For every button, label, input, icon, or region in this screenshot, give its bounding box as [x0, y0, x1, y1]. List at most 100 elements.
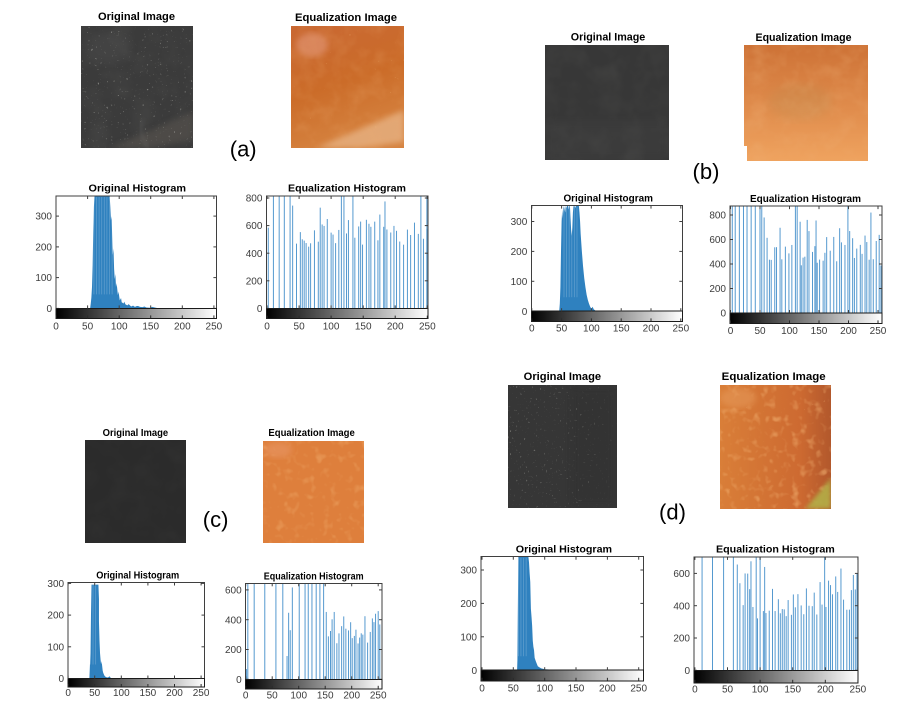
svg-text:300: 300 [460, 566, 477, 577]
svg-text:400: 400 [709, 260, 726, 271]
svg-text:50: 50 [89, 688, 101, 699]
svg-text:200: 200 [35, 243, 52, 254]
svg-text:200: 200 [817, 684, 834, 695]
svg-text:50: 50 [722, 684, 734, 695]
svg-text:Original Image: Original Image [524, 371, 602, 383]
svg-text:Equalization Histogram: Equalization Histogram [264, 570, 364, 582]
svg-text:150: 150 [140, 688, 157, 699]
svg-text:0: 0 [236, 675, 242, 686]
svg-text:0: 0 [728, 326, 734, 337]
svg-text:0: 0 [257, 304, 263, 315]
svg-text:600: 600 [225, 586, 242, 597]
svg-text:Original Image: Original Image [98, 11, 175, 23]
svg-text:0: 0 [692, 684, 698, 695]
svg-text:100: 100 [511, 277, 528, 288]
svg-text:400: 400 [673, 601, 690, 612]
svg-text:Equalization Image: Equalization Image [756, 32, 852, 44]
svg-text:50: 50 [508, 683, 520, 694]
svg-text:Original Image: Original Image [103, 428, 169, 439]
svg-text:600: 600 [673, 569, 690, 580]
svg-text:600: 600 [246, 221, 263, 232]
svg-text:0: 0 [65, 688, 71, 699]
svg-text:200: 200 [840, 326, 857, 337]
svg-text:0: 0 [46, 304, 52, 315]
svg-text:(d): (d) [659, 500, 686, 525]
svg-text:250: 250 [630, 683, 647, 694]
svg-text:0: 0 [720, 309, 726, 320]
svg-text:250: 250 [850, 684, 867, 695]
svg-text:150: 150 [784, 684, 801, 695]
svg-text:200: 200 [174, 322, 191, 333]
svg-text:100: 100 [781, 326, 798, 337]
svg-text:250: 250 [672, 324, 689, 335]
svg-text:0: 0 [529, 324, 535, 335]
svg-text:200: 200 [166, 688, 183, 699]
svg-text:50: 50 [267, 690, 279, 701]
svg-text:Original Histogram: Original Histogram [96, 570, 179, 582]
svg-text:50: 50 [82, 322, 94, 333]
svg-text:100: 100 [113, 688, 130, 699]
svg-text:Original Image: Original Image [571, 32, 646, 44]
svg-text:150: 150 [317, 690, 334, 701]
svg-text:100: 100 [35, 273, 52, 284]
svg-text:Equalization Histogram: Equalization Histogram [288, 183, 406, 195]
svg-text:0: 0 [471, 666, 477, 677]
svg-text:0: 0 [684, 666, 690, 677]
svg-text:(c): (c) [203, 507, 229, 532]
svg-text:0: 0 [53, 322, 59, 333]
svg-text:150: 150 [811, 326, 828, 337]
svg-text:100: 100 [47, 642, 64, 653]
svg-text:50: 50 [294, 322, 306, 333]
svg-text:200: 200 [460, 599, 477, 610]
svg-text:100: 100 [536, 683, 553, 694]
svg-text:400: 400 [246, 249, 263, 260]
svg-text:100: 100 [752, 684, 769, 695]
svg-text:0: 0 [59, 674, 65, 685]
svg-text:200: 200 [343, 690, 360, 701]
svg-text:300: 300 [47, 579, 64, 590]
svg-text:250: 250 [419, 322, 436, 333]
svg-text:150: 150 [142, 322, 159, 333]
svg-text:Original Histogram: Original Histogram [89, 183, 187, 195]
svg-text:250: 250 [870, 326, 887, 337]
svg-text:200: 200 [709, 284, 726, 295]
svg-text:Equalization Histogram: Equalization Histogram [716, 543, 835, 555]
svg-text:150: 150 [568, 683, 585, 694]
svg-text:Equalization Image: Equalization Image [295, 12, 397, 24]
svg-text:400: 400 [225, 615, 242, 626]
svg-text:800: 800 [246, 194, 263, 205]
svg-text:100: 100 [290, 690, 307, 701]
svg-text:200: 200 [511, 247, 528, 258]
svg-text:100: 100 [583, 324, 600, 335]
svg-text:300: 300 [35, 212, 52, 223]
svg-text:200: 200 [246, 276, 263, 287]
svg-text:150: 150 [613, 324, 630, 335]
svg-text:(a): (a) [230, 137, 257, 162]
svg-text:250: 250 [193, 688, 210, 699]
svg-text:600: 600 [709, 235, 726, 246]
svg-text:200: 200 [225, 645, 242, 656]
svg-text:200: 200 [643, 324, 660, 335]
svg-text:0: 0 [479, 683, 485, 694]
svg-text:200: 200 [387, 322, 404, 333]
svg-text:0: 0 [264, 322, 270, 333]
svg-text:150: 150 [355, 322, 372, 333]
svg-text:Original Histogram: Original Histogram [516, 543, 612, 555]
svg-text:100: 100 [323, 322, 340, 333]
svg-text:50: 50 [754, 326, 766, 337]
svg-text:Equalization Image: Equalization Image [722, 371, 826, 383]
svg-text:(b): (b) [693, 159, 720, 184]
svg-text:Equalization Image: Equalization Image [268, 428, 355, 439]
svg-text:250: 250 [370, 690, 387, 701]
svg-text:200: 200 [673, 634, 690, 645]
svg-text:Equalization Histogram: Equalization Histogram [750, 193, 861, 205]
svg-text:300: 300 [511, 217, 528, 228]
svg-text:100: 100 [460, 632, 477, 643]
svg-text:0: 0 [522, 307, 528, 318]
svg-text:0: 0 [243, 690, 249, 701]
svg-text:50: 50 [556, 324, 568, 335]
svg-text:Original Histogram: Original Histogram [563, 192, 653, 204]
svg-text:100: 100 [111, 322, 128, 333]
svg-text:800: 800 [709, 211, 726, 222]
svg-text:250: 250 [206, 322, 223, 333]
